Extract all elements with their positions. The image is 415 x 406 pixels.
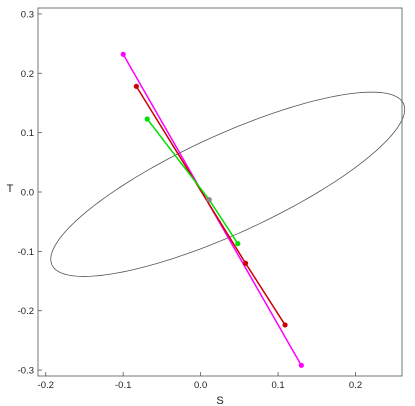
y-tick-label: -0.3	[18, 366, 34, 377]
series-point	[144, 116, 150, 122]
center-point	[206, 197, 212, 203]
x-tick-label: 0.1	[271, 380, 284, 391]
plot-frame	[37, 7, 403, 377]
x-axis-label: S	[216, 395, 223, 406]
ellipse-curve	[50, 91, 406, 277]
y-axis-ticks: -0.3 -0.2 -0.1 0.0 0.1 0.2 0.3	[18, 9, 42, 377]
x-tick-label: 0.0	[194, 380, 207, 391]
series-line	[146, 118, 239, 245]
series-point	[282, 322, 288, 328]
x-axis-ticks: -0.2 -0.1 0.0 0.1 0.2	[38, 372, 362, 391]
x-tick-label: -0.2	[38, 380, 54, 391]
y-tick-label: -0.1	[18, 247, 34, 258]
series-point	[235, 241, 241, 247]
y-tick-label: 0.0	[21, 188, 34, 199]
series-line	[135, 85, 286, 326]
x-tick-label: 0.2	[349, 380, 362, 391]
plot-content	[50, 51, 406, 368]
series-point	[120, 51, 126, 57]
y-tick-label: 0.1	[21, 128, 34, 139]
series-point	[298, 362, 304, 368]
y-tick-label: 0.2	[21, 69, 34, 80]
y-axis-label: T	[7, 183, 14, 195]
y-tick-label: 0.3	[21, 9, 34, 20]
series-point	[133, 83, 139, 89]
series-point	[242, 260, 249, 266]
x-tick-label: -0.1	[115, 380, 131, 391]
y-tick-label: -0.2	[18, 306, 34, 317]
